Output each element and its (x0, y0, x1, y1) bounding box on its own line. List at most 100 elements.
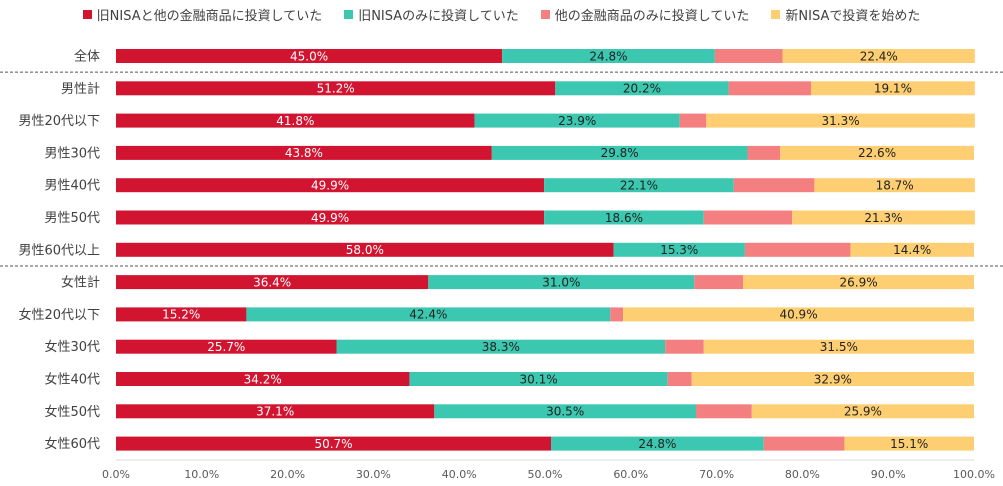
bar-segment-series-1 (116, 372, 410, 386)
data-label-series-2: 29.8% (601, 146, 639, 160)
category-label: 男性50代 (44, 211, 100, 226)
bar-segment-series-2 (409, 372, 668, 386)
legend-label-series-1: 旧NISAと他の金融商品に投資していた (96, 8, 323, 24)
data-label-series-4: 22.6% (858, 146, 896, 160)
data-label-series-4: 25.9% (844, 405, 882, 419)
data-label-series-2: 18.6% (605, 211, 643, 225)
chart-legend: 旧NISAと他の金融商品に投資していた 旧NISAのみに投資していた 他の金融商… (0, 4, 1003, 24)
bar-segment-series-4 (814, 178, 975, 193)
category-label: 女性50代 (44, 404, 100, 420)
legend-item-series-2: 旧NISAのみに投資していた (344, 4, 519, 24)
bar-segment-series-2 (336, 339, 666, 354)
bar-segment-series-4 (850, 242, 974, 257)
bar-segment-series-3 (733, 178, 815, 193)
bar-segment-series-3 (694, 275, 744, 290)
bar-segment-series-2 (544, 210, 704, 225)
bar-segment-series-4 (623, 307, 974, 322)
bar-segment-series-2 (246, 307, 611, 322)
category-label: 男性60代以上 (18, 243, 100, 258)
bar-segment-series-3 (610, 307, 624, 322)
bar-segment-series-4 (743, 275, 974, 290)
category-label: 男性30代 (44, 146, 100, 161)
data-label-series-4: 26.9% (840, 275, 878, 289)
data-label-series-1: 49.9% (311, 179, 349, 193)
bar-segment-series-4 (780, 145, 974, 160)
legend-item-series-1: 旧NISAと他の金融商品に投資していた (82, 4, 323, 24)
bar-segment-series-1 (116, 178, 545, 193)
bar-segment-series-3 (679, 113, 707, 128)
category-label: 全体 (74, 49, 100, 65)
data-label-series-1: 45.0% (290, 49, 328, 63)
data-label-series-4: 31.5% (820, 340, 858, 354)
bar-segment-series-3 (747, 145, 781, 160)
bar-segment-series-2 (434, 404, 697, 419)
bar-segment-series-4 (782, 49, 975, 63)
bar-segment-series-1 (116, 436, 552, 451)
data-label-series-4: 40.9% (779, 308, 817, 322)
legend-swatch-series-2 (344, 9, 354, 19)
bar-segment-series-4 (810, 81, 975, 96)
data-label-series-4: 19.1% (874, 82, 912, 96)
x-tick-label: 70.0% (699, 468, 734, 481)
legend-item-series-3: 他の金融商品のみに投資していた (540, 4, 750, 24)
data-label-series-1: 49.9% (311, 211, 349, 225)
data-label-series-4: 22.4% (860, 49, 898, 63)
data-label-series-2: 30.5% (546, 405, 584, 419)
bar-segment-series-1 (116, 307, 247, 322)
category-label: 男性20代以下 (18, 114, 100, 129)
category-label: 女性60代 (44, 436, 100, 452)
data-label-series-2: 38.3% (482, 340, 520, 354)
bar-segment-series-2 (502, 49, 715, 63)
bar-segment-series-2 (551, 436, 764, 451)
bar-segment-series-1 (116, 81, 556, 96)
bar-segment-series-2 (491, 145, 748, 160)
data-label-series-4: 14.4% (893, 243, 931, 257)
data-label-series-1: 43.8% (285, 146, 323, 160)
data-label-series-2: 30.1% (520, 372, 558, 386)
bar-segment-series-4 (691, 372, 974, 386)
bar-segment-series-1 (116, 145, 492, 160)
category-label: 女性30代 (44, 339, 100, 355)
legend-swatch-series-1 (82, 9, 92, 19)
bar-segment-series-3 (665, 339, 704, 354)
data-label-series-1: 25.7% (207, 340, 245, 354)
bar-segment-series-3 (763, 436, 845, 451)
x-tick-label: 60.0% (613, 468, 648, 481)
data-label-series-2: 24.8% (638, 437, 676, 451)
legend-label-series-4: 新NISAで投資を始めた (785, 8, 921, 24)
data-label-series-2: 20.2% (623, 82, 661, 96)
data-label-series-2: 31.0% (542, 275, 580, 289)
data-label-series-2: 23.9% (558, 114, 596, 128)
bar-segment-series-1 (116, 210, 545, 225)
data-label-series-1: 15.2% (162, 308, 200, 322)
data-label-series-1: 50.7% (314, 437, 352, 451)
x-tick-label: 30.0% (356, 468, 391, 481)
category-label: 女性20代以下 (18, 307, 100, 323)
bar-segment-series-3 (696, 404, 752, 419)
bar-segment-series-4 (751, 404, 974, 419)
x-tick-label: 10.0% (184, 468, 219, 481)
data-label-series-1: 37.1% (256, 405, 294, 419)
data-label-series-1: 41.8% (276, 114, 314, 128)
bar-segment-series-2 (613, 242, 745, 257)
x-tick-label: 50.0% (528, 468, 563, 481)
bar-segment-series-3 (728, 81, 811, 96)
bar-segment-series-2 (555, 81, 729, 96)
bar-segment-series-4 (792, 210, 975, 225)
bar-segment-series-1 (116, 404, 435, 419)
data-label-series-2: 42.4% (409, 308, 447, 322)
x-tick-label: 20.0% (270, 468, 305, 481)
bar-segment-series-1 (116, 275, 429, 290)
x-tick-label: 90.0% (871, 468, 906, 481)
bar-segment-series-2 (428, 275, 695, 290)
bar-segment-series-4 (706, 113, 975, 128)
bar-segment-series-1 (116, 339, 337, 354)
legend-label-series-3: 他の金融商品のみに投資していた (554, 8, 750, 24)
legend-swatch-series-3 (540, 9, 550, 19)
data-label-series-1: 51.2% (317, 82, 355, 96)
category-label: 女性計 (61, 275, 100, 291)
x-tick-label: 0.0% (102, 468, 130, 481)
bar-segment-series-3 (744, 242, 851, 257)
x-tick-label: 80.0% (785, 468, 820, 481)
bar-segment-series-1 (116, 49, 503, 63)
